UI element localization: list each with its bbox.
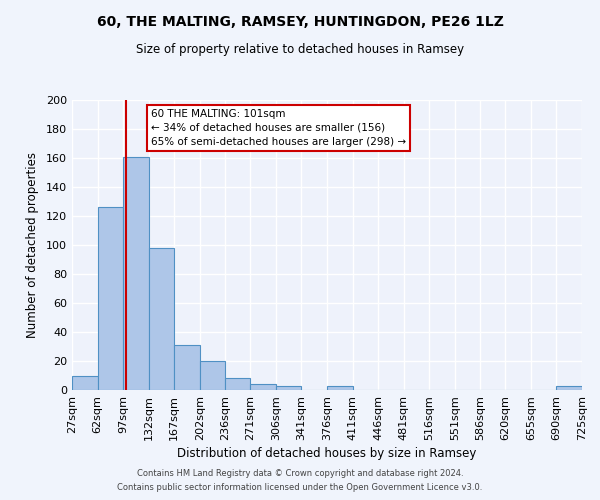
- Bar: [174, 345, 200, 390]
- X-axis label: Distribution of detached houses by size in Ramsey: Distribution of detached houses by size …: [178, 447, 476, 460]
- Bar: [327, 386, 353, 390]
- Bar: [98, 208, 123, 390]
- Y-axis label: Number of detached properties: Number of detached properties: [26, 152, 39, 338]
- Text: Contains public sector information licensed under the Open Government Licence v3: Contains public sector information licen…: [118, 484, 482, 492]
- Bar: [200, 361, 225, 390]
- Text: Size of property relative to detached houses in Ramsey: Size of property relative to detached ho…: [136, 42, 464, 56]
- Bar: [149, 248, 174, 390]
- Bar: [72, 376, 98, 390]
- Bar: [225, 378, 250, 390]
- Bar: [556, 386, 582, 390]
- Text: 60 THE MALTING: 101sqm
← 34% of detached houses are smaller (156)
65% of semi-de: 60 THE MALTING: 101sqm ← 34% of detached…: [151, 108, 406, 146]
- Text: Contains HM Land Registry data © Crown copyright and database right 2024.: Contains HM Land Registry data © Crown c…: [137, 468, 463, 477]
- Text: 60, THE MALTING, RAMSEY, HUNTINGDON, PE26 1LZ: 60, THE MALTING, RAMSEY, HUNTINGDON, PE2…: [97, 15, 503, 29]
- Bar: [123, 156, 149, 390]
- Bar: [276, 386, 301, 390]
- Bar: [250, 384, 276, 390]
